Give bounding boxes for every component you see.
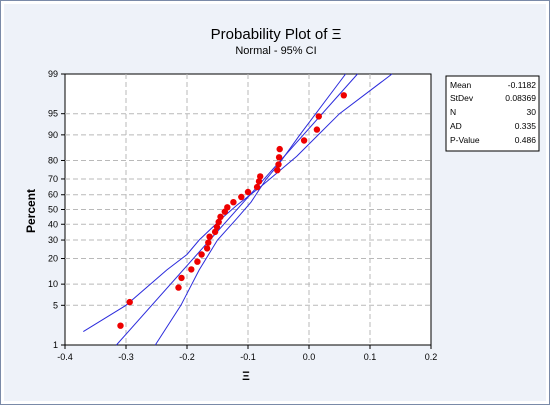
x-tick-label: 0.0 (303, 352, 316, 362)
data-point (230, 199, 237, 206)
data-point (194, 258, 201, 265)
data-point (175, 284, 182, 291)
x-axis-ticks: -0.4 -0.3 -0.2 -0.1 0.0 0.1 0.2 (57, 345, 437, 362)
stat-label-n: N (450, 107, 456, 117)
data-point (198, 251, 205, 258)
y-axis-label: Percent (24, 189, 38, 233)
y-tick-label: 20 (48, 254, 58, 264)
stat-label-mean: Mean (450, 80, 472, 90)
x-tick-label: 0.1 (364, 352, 377, 362)
data-point (253, 183, 261, 191)
x-tick-label: 0.2 (425, 352, 438, 362)
data-point (203, 245, 211, 252)
data-point (275, 154, 283, 161)
data-point (215, 218, 222, 226)
stats-box-frame (445, 75, 540, 152)
data-point (255, 178, 263, 185)
x-tick-label: -0.4 (57, 352, 73, 362)
stats-box: Mean -0.1182 StDev 0.08369 N 30 AD 0.335… (445, 75, 540, 152)
stat-value-p-value: 0.486 (515, 135, 537, 145)
y-tick-label: 70 (48, 174, 58, 184)
y-tick-label: 50 (48, 205, 58, 215)
stat-label-stdev: StDev (450, 93, 474, 103)
data-point (300, 137, 308, 144)
data-point (117, 322, 124, 329)
x-tick-label: -0.3 (118, 352, 134, 362)
y-tick-label: 95 (48, 109, 58, 119)
stat-value-mean: -0.1182 (508, 80, 536, 90)
data-point (313, 126, 321, 133)
chart-subtitle: Normal - 95% CI (235, 45, 316, 57)
data-points (117, 92, 347, 329)
data-point (275, 161, 282, 168)
stat-value-n: 30 (527, 107, 537, 117)
data-point (188, 266, 195, 273)
data-point (276, 145, 283, 153)
data-point (274, 167, 281, 174)
y-axis-ticks: 1 5 10 20 30 40 50 60 70 80 90 95 99 (48, 69, 65, 350)
data-point (205, 239, 212, 246)
data-point (126, 298, 133, 306)
y-tick-label: 5 (53, 300, 58, 310)
chart-title: Probability Plot of Ξ (211, 26, 342, 43)
y-tick-label: 60 (48, 190, 58, 200)
y-tick-label: 40 (48, 219, 58, 229)
x-tick-label: -0.2 (179, 352, 195, 362)
data-point (340, 92, 347, 99)
data-point (224, 204, 231, 211)
ci-upper-band (154, 73, 346, 346)
data-point (178, 274, 185, 282)
y-tick-label: 99 (48, 69, 58, 79)
stat-value-stdev: 0.08369 (505, 93, 536, 103)
data-point (213, 223, 221, 231)
y-tick-label: 1 (53, 340, 58, 350)
y-tick-label: 10 (48, 279, 58, 289)
x-tick-label: -0.1 (240, 352, 256, 362)
data-point (257, 173, 264, 180)
x-axis-label: Ξ (242, 369, 250, 383)
data-point (206, 233, 213, 240)
stat-label-ad: AD (450, 121, 462, 131)
stat-label-p-value: P-Value (450, 135, 480, 145)
data-point (238, 193, 245, 201)
data-point (217, 213, 224, 220)
data-point (315, 113, 322, 120)
y-tick-label: 90 (48, 130, 58, 140)
data-point (244, 188, 252, 196)
data-point (211, 228, 219, 236)
y-tick-label: 30 (48, 235, 58, 245)
stat-value-ad: 0.335 (515, 121, 537, 131)
y-tick-label: 80 (48, 155, 58, 165)
